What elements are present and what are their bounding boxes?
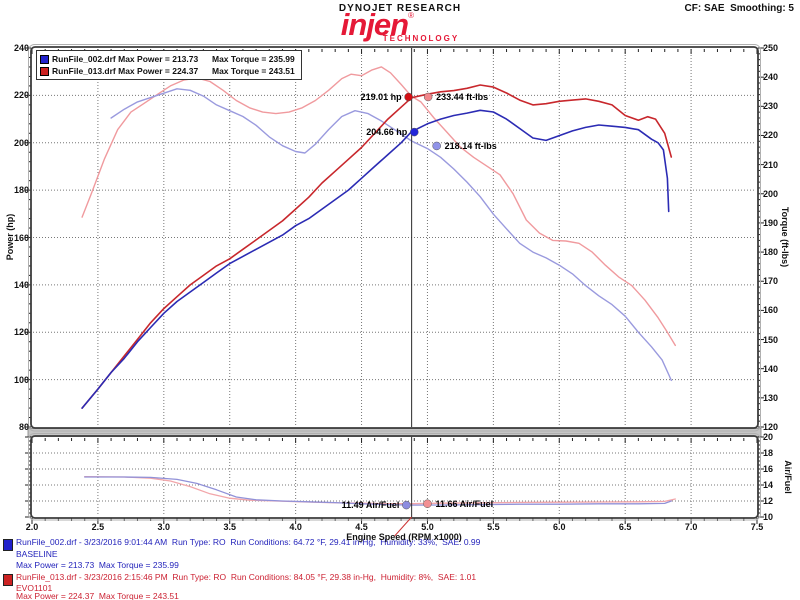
legend-torque: Max Torque = 235.99 <box>212 54 295 64</box>
curve-afr_013 <box>84 475 676 505</box>
torque-axis-title: Torque (ft-lbs) <box>780 206 790 268</box>
power-axis-title: Power (hp) <box>5 213 15 261</box>
run-002-conditions: RunFile_002.drf - 3/23/2016 9:01:44 AM R… <box>16 537 481 547</box>
readout-dot-torque_002 <box>432 141 441 151</box>
afr-axis-title: Air/Fuel <box>783 460 793 494</box>
run-013-max-values: Max Power = 224.37 Max Torque = 243.51 <box>16 591 179 600</box>
correction-smoothing-label: CF: SAE Smoothing: 5 <box>684 3 794 14</box>
curve-power_013 <box>81 84 673 409</box>
legend-row-runfile-013: RunFile_013.drf Max Power = 224.37 Max T… <box>40 65 298 77</box>
readout-dot-afr_013 <box>423 499 432 508</box>
main-panel-outer-frame <box>28 44 761 432</box>
injen-logo-subtext: TECHNOLOGY <box>382 34 460 43</box>
run-002-max-values: Max Power = 213.73 Max Torque = 235.99 <box>16 560 179 570</box>
legend-file-power: RunFile_002.drf Max Power = 213.73 <box>52 54 199 64</box>
injen-logo-wordmark: injen <box>340 7 409 42</box>
curve-torque_013 <box>81 66 676 347</box>
curve-torque_002 <box>110 88 672 382</box>
readout-dot-afr_002 <box>402 500 411 510</box>
main-panel-frame <box>30 46 759 429</box>
run-002-name: BASELINE <box>16 549 58 559</box>
rpm-axis-title: Engine Speed (RPM x1000) <box>346 532 462 542</box>
legend-swatch-red <box>40 66 49 76</box>
readout-dot-torque_013 <box>423 92 433 102</box>
brand-title: DYNOJET RESEARCH <box>338 3 462 14</box>
legend-file-power: RunFile_013.drf Max Power = 224.37 <box>52 66 199 76</box>
readout-dot-power_002 <box>410 127 419 137</box>
registered-mark: ® <box>408 11 415 20</box>
run-013-swatch <box>3 574 13 586</box>
legend-row-runfile-002: RunFile_002.drf Max Power = 213.73 Max T… <box>40 53 298 65</box>
readout-dot-power_013 <box>404 92 413 102</box>
legend-torque: Max Torque = 243.51 <box>212 66 295 76</box>
afr-panel-frame <box>30 435 759 519</box>
run-002-swatch <box>3 539 13 551</box>
run-legend: RunFile_002.drf Max Power = 213.73 Max T… <box>36 50 302 80</box>
run-013-name: EVO1101 <box>16 583 53 593</box>
curve-afr_002 <box>84 476 672 506</box>
afr-panel-outer-frame <box>28 433 761 521</box>
run-013-conditions: RunFile_013.drf - 3/23/2016 2:15:46 PM R… <box>16 572 477 582</box>
cursor-leader-line <box>394 516 413 537</box>
curve-power_002 <box>81 109 670 409</box>
injen-logo: injen® TECHNOLOGY <box>0 9 800 46</box>
legend-swatch-blue <box>40 54 49 64</box>
